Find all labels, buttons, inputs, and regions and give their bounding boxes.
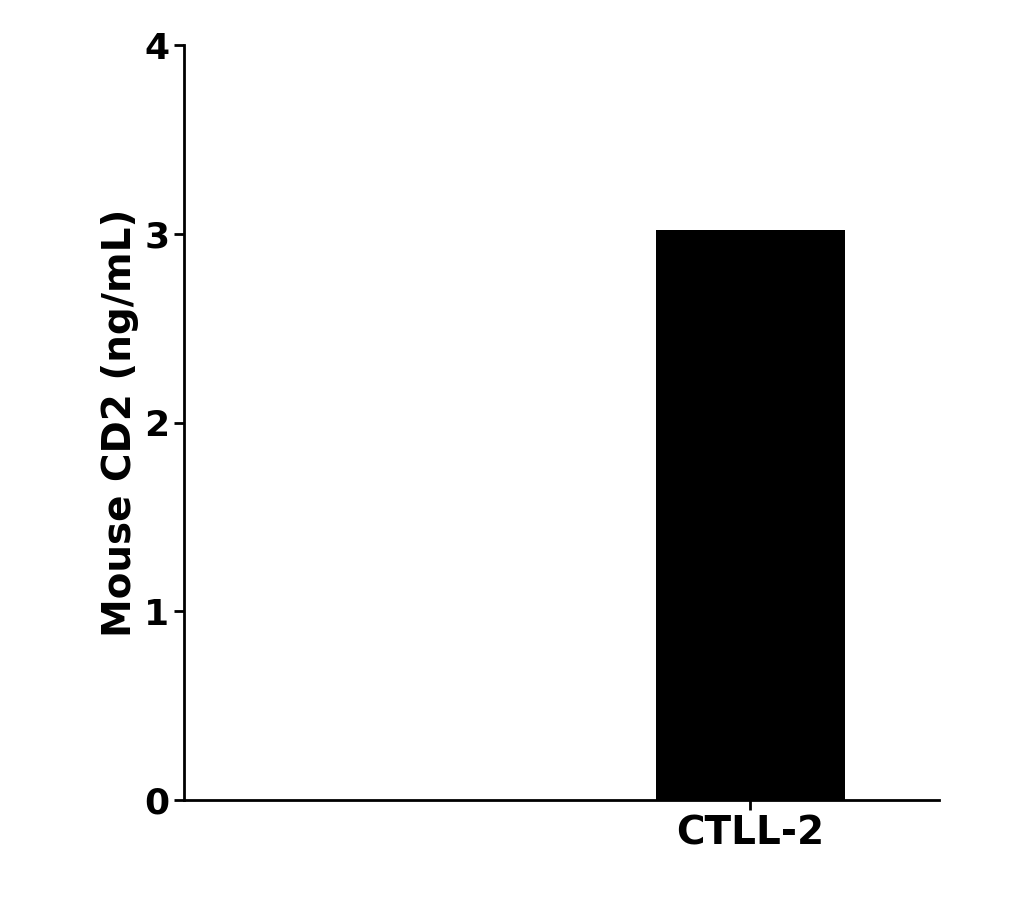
Bar <box>655 230 844 800</box>
Y-axis label: Mouse CD2 (ng/mL): Mouse CD2 (ng/mL) <box>100 208 139 637</box>
